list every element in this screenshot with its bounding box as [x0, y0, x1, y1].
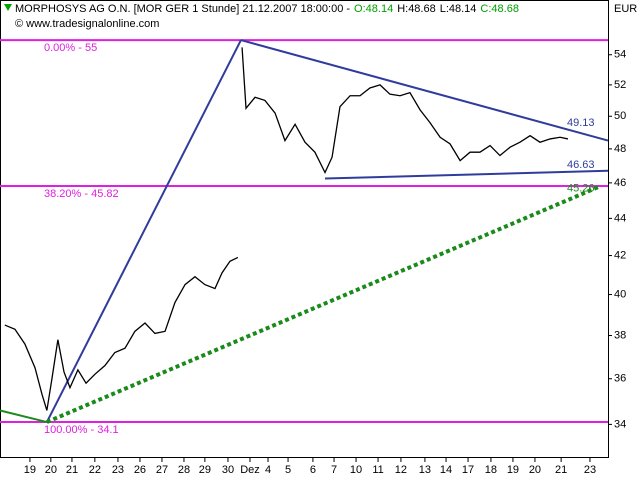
x-tick-label: 6 — [310, 464, 316, 476]
y-tick-label: 34 — [614, 418, 626, 430]
x-tick-label: 20 — [45, 464, 57, 476]
x-tick-label: 11 — [372, 464, 383, 476]
quote-value: C:48.68 — [480, 3, 519, 15]
x-tick-label: 28 — [178, 464, 190, 476]
x-tick-label: 7 — [331, 464, 337, 476]
level-label: 38.20% - 45.82 — [44, 188, 119, 200]
title-icon — [4, 4, 12, 11]
y-tick-label: 54 — [614, 49, 626, 61]
x-tick-label: 18 — [485, 464, 497, 476]
level-label: 0.00% - 55 — [44, 42, 97, 54]
x-tick-label: 10 — [350, 464, 362, 476]
y-tick-label: 50 — [614, 110, 626, 122]
trend-line — [324, 169, 609, 180]
x-tick-label: 13 — [419, 464, 431, 476]
x-tick-label: 23 — [112, 464, 124, 476]
price-line — [241, 47, 569, 175]
y-tick-label: 36 — [614, 373, 626, 385]
x-tick-label: 4 — [265, 464, 271, 476]
trend-line — [0, 409, 48, 424]
level-label: 100.00% - 34.1 — [44, 424, 119, 436]
x-tick-label: 19 — [24, 464, 36, 476]
y-tick-label: 48 — [614, 143, 626, 155]
x-tick-label: 30 — [222, 464, 234, 476]
x-tick-label: 26 — [134, 464, 146, 476]
x-tick-label: 12 — [395, 464, 407, 476]
quote-value: O:48.14 — [354, 3, 393, 15]
x-tick-label: 5 — [285, 464, 291, 476]
x-tick-label: 23 — [584, 464, 596, 476]
x-tick-label: 27 — [156, 464, 168, 476]
chart-title: MORPHOSYS AG O.N. [MOR GER 1 Stunde] 21.… — [15, 3, 350, 15]
x-tick-label: Dez — [240, 464, 260, 476]
trend-label: 46.63 — [567, 159, 595, 171]
copyright: © www.tradesignalonline.com — [15, 18, 159, 30]
currency: EUR — [614, 3, 637, 15]
trend-line — [240, 39, 609, 142]
trend-line — [45, 39, 242, 423]
x-tick-label: 17 — [462, 464, 474, 476]
price-line — [4, 256, 239, 411]
y-tick-label: 38 — [614, 329, 626, 341]
y-tick-label: 44 — [614, 212, 626, 224]
quote-value: H:48.68 — [397, 3, 436, 15]
trend-line — [46, 184, 601, 424]
y-tick-label: 46 — [614, 177, 626, 189]
trend-label: 49.13 — [567, 117, 595, 129]
x-tick-label: 29 — [199, 464, 211, 476]
x-tick-label: 22 — [89, 464, 101, 476]
x-tick-label: 20 — [529, 464, 541, 476]
y-tick-label: 52 — [614, 79, 626, 91]
x-tick-label: 19 — [507, 464, 519, 476]
plot-frame — [0, 0, 609, 458]
trend-label: 45.26 — [567, 183, 595, 195]
x-tick-label: 14 — [440, 464, 452, 476]
x-tick-label: 21 — [555, 464, 567, 476]
quote-value: L:48.14 — [440, 3, 477, 15]
y-tick-label: 42 — [614, 249, 626, 261]
y-tick-label: 40 — [614, 288, 626, 300]
x-tick-label: 21 — [66, 464, 78, 476]
